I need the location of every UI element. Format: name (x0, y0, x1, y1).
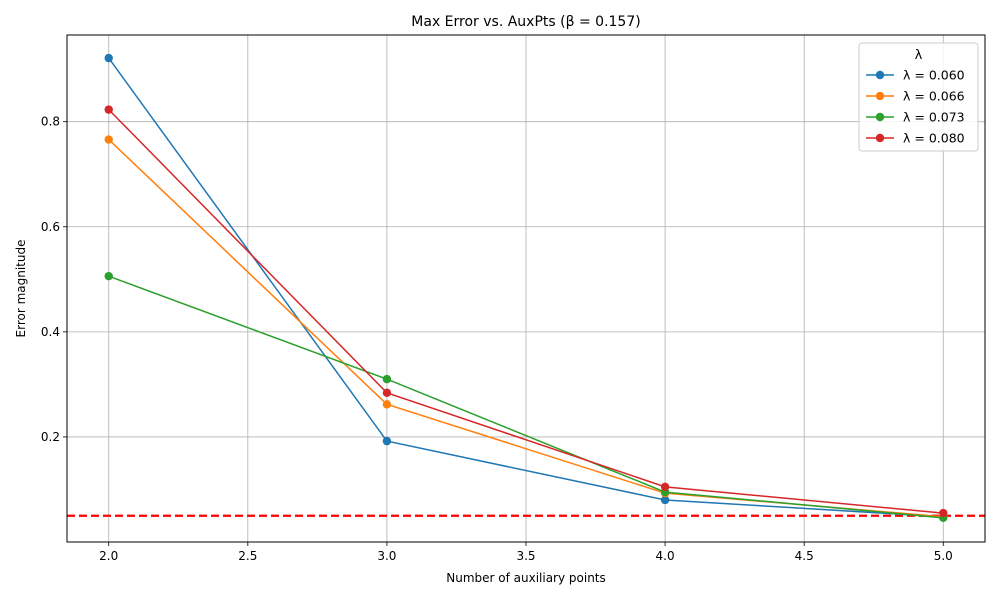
data-point (382, 436, 392, 446)
legend: λ λ = 0.060 λ = 0.066 λ = 0.073 λ = 0.080 (858, 42, 979, 152)
legend-item: λ = 0.080 (866, 131, 965, 146)
y-tick-label: 0.4 (41, 325, 60, 339)
legend-swatch-marker (875, 112, 885, 122)
series-line (108, 57, 944, 518)
legend-item: λ = 0.060 (866, 68, 965, 83)
series-line (108, 275, 944, 519)
legend-items: λ = 0.060 λ = 0.066 λ = 0.073 λ = 0.080 (866, 68, 965, 146)
legend-swatch-marker (875, 91, 885, 101)
y-tick-label: 0.6 (41, 220, 60, 234)
x-axis-label: Number of auxiliary points (446, 571, 606, 585)
data-point (104, 135, 113, 144)
data-point (939, 508, 948, 518)
legend-box (858, 42, 979, 152)
legend-swatch-marker (875, 133, 885, 143)
legend-swatch-marker (875, 70, 885, 80)
legend-item: λ = 0.073 (866, 110, 965, 125)
legend-label: λ = 0.080 (903, 131, 965, 146)
series-4 (104, 105, 948, 518)
series-line (108, 109, 944, 514)
x-tick-label: 4.0 (656, 549, 675, 563)
legend-label: λ = 0.066 (903, 89, 965, 104)
legend-label: λ = 0.073 (903, 110, 965, 125)
y-axis-label: Error magnitude (14, 240, 28, 338)
chart-title: Max Error vs. AuxPts (β = 0.157) (411, 14, 640, 30)
data-point (660, 482, 670, 492)
y-tick-label: 0.2 (41, 430, 60, 444)
x-tick-label: 3.5 (516, 549, 535, 563)
data-point (104, 53, 113, 63)
x-tick-label: 4.5 (795, 549, 814, 563)
x-tick-label: 3.0 (377, 549, 396, 563)
y-tick-label: 0.8 (41, 115, 60, 129)
x-tick-label: 2.5 (238, 549, 257, 563)
legend-item: λ = 0.066 (866, 89, 965, 104)
x-tick-label: 2.0 (99, 549, 118, 563)
data-point (660, 495, 670, 505)
grid-lines (67, 35, 985, 542)
data-point (104, 271, 113, 281)
axis-ticks: 2.0 2.5 3.0 3.5 4.0 4.5 5.0 0.2 0.4 0.6 0.8 (41, 115, 953, 563)
series-group (104, 53, 948, 523)
data-point (104, 105, 113, 114)
legend-title: λ (915, 48, 923, 63)
data-point (382, 374, 392, 384)
data-point (382, 388, 392, 397)
legend-label: λ = 0.060 (903, 68, 965, 83)
x-tick-label: 5.0 (934, 549, 953, 563)
data-point (382, 400, 392, 409)
